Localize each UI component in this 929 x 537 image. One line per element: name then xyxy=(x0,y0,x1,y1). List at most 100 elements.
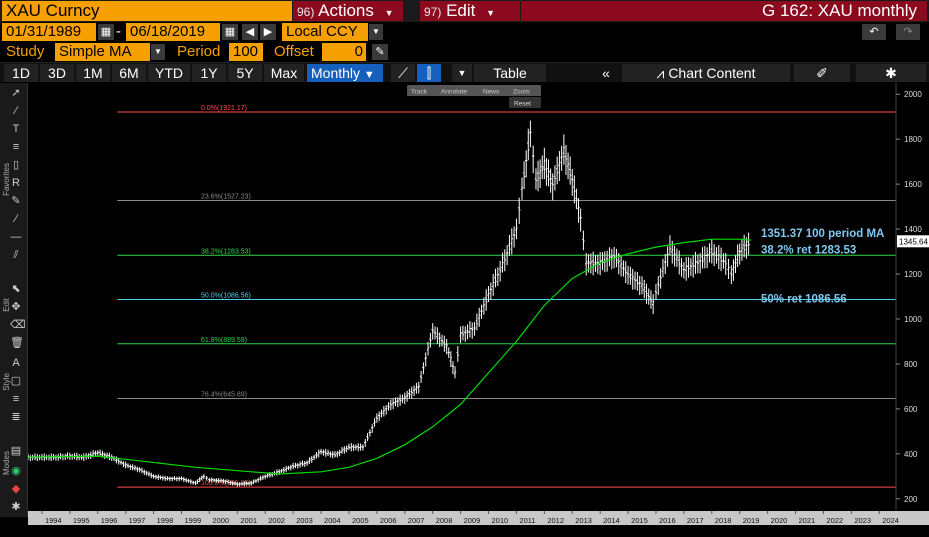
line-style-icon[interactable]: ≣ xyxy=(11,411,21,423)
start-date-field[interactable]: 01/31/1989 xyxy=(2,23,96,41)
edit-menu[interactable]: 97) Edit ▼ xyxy=(420,1,520,21)
end-date-field[interactable]: 06/18/2019 xyxy=(126,23,220,41)
undo-icon[interactable]: ↶ xyxy=(862,24,886,40)
calendar-icon[interactable]: ▦ xyxy=(222,24,238,40)
range-toolbar: 1D 3D 1M 6M YTD 1Y 5Y Max Monthly ▼ ⟋ ⫿ … xyxy=(0,62,929,82)
study-value: Simple MA xyxy=(59,43,132,60)
offset-value: 0 xyxy=(354,43,363,60)
chevron-down-icon: ▼ xyxy=(384,8,394,18)
fib-label: 61.8%(889.59) xyxy=(201,337,247,344)
brush-icon[interactable]: ✎ xyxy=(11,195,21,207)
x-tick-label: 2020 xyxy=(771,516,788,525)
move-icon[interactable]: ✥ xyxy=(11,301,21,313)
erase-icon[interactable]: ⌫ xyxy=(10,319,26,331)
y-tick-label: 400 xyxy=(904,450,918,459)
x-tick-label: 2010 xyxy=(492,516,509,525)
gear-icon[interactable]: ✱ xyxy=(11,501,21,513)
gear-icon[interactable]: ✱ xyxy=(856,64,926,82)
date-range-bar: 01/31/1989 ▦ - 06/18/2019 ▦ ◀ ▶ Local CC… xyxy=(0,22,929,42)
period-tool-icon[interactable]: ▯ xyxy=(12,159,20,171)
cursor-icon[interactable]: ➚ xyxy=(11,87,21,99)
font-icon[interactable]: A xyxy=(12,357,20,369)
range-max[interactable]: Max xyxy=(264,64,304,82)
chevron-down-icon[interactable]: ▼ xyxy=(452,64,472,82)
x-tick-label: 2017 xyxy=(687,516,704,525)
frequency-select[interactable]: Monthly ▼ xyxy=(307,64,383,82)
pencil-icon[interactable]: ✎ xyxy=(372,44,388,60)
mini-toolbar-item[interactable]: Track xyxy=(411,89,428,96)
study-select[interactable]: Simple MA xyxy=(55,43,150,61)
x-tick-label: 1994 xyxy=(45,516,62,525)
edit-hotkey: 97) xyxy=(424,5,442,19)
reset-button[interactable]: Reset xyxy=(514,101,531,108)
chart-icon: ⩘ xyxy=(656,65,669,81)
currency-select[interactable]: Local CCY xyxy=(282,23,368,41)
ruler-icon[interactable]: R xyxy=(12,177,20,189)
period-value: 100 xyxy=(233,43,259,60)
channel-icon[interactable]: ⫽ xyxy=(13,249,19,261)
mode-icon[interactable]: ▤ xyxy=(10,445,22,457)
period-label: Period xyxy=(177,43,221,60)
hline-icon[interactable]: ― xyxy=(10,231,22,243)
style-section-label: Style xyxy=(2,373,11,391)
line-weight-icon[interactable]: ≡ xyxy=(12,393,20,405)
last-price-label: 1345.64 xyxy=(899,237,928,246)
security-field[interactable]: XAU Curncy xyxy=(2,1,292,21)
table-button[interactable]: Table xyxy=(474,64,546,82)
actions-menu[interactable]: 96) Actions ▼ xyxy=(293,1,403,21)
mini-toolbar-item[interactable]: News xyxy=(483,89,500,96)
security-name: XAU Curncy xyxy=(6,1,100,20)
y-tick-label: 800 xyxy=(904,360,918,369)
study-label: Study xyxy=(6,43,45,60)
text-tool-icon[interactable]: T xyxy=(12,123,20,135)
fib-label: 50.0%(1086.56) xyxy=(201,293,251,300)
range-1y[interactable]: 1Y xyxy=(192,64,226,82)
price-chart[interactable]: 0.0%(1921.17) 23.6%(1527.23) 38.2%(1283.53… xyxy=(28,83,929,525)
favorites-section-label: Favorites xyxy=(2,163,11,196)
select-icon[interactable]: ⬉ xyxy=(11,283,21,295)
bar-chart-icon[interactable]: ⫿ xyxy=(417,64,441,82)
edit-section-label: Edit xyxy=(2,298,11,312)
range-6m[interactable]: 6M xyxy=(112,64,146,82)
redo-icon[interactable]: ↷ xyxy=(896,24,920,40)
x-tick-label: 2018 xyxy=(715,516,732,525)
chart-content-button[interactable]: ⩘ Chart Content xyxy=(622,64,790,82)
chevron-down-icon[interactable]: ▼ xyxy=(369,24,383,40)
annotate-icon[interactable]: ✐ xyxy=(794,64,850,82)
period-field[interactable]: 100 xyxy=(229,43,263,61)
fib-label: 76.4%(645.89) xyxy=(201,392,247,399)
reset-button-bg xyxy=(509,97,541,108)
x-tick-label: 1999 xyxy=(185,516,202,525)
chevron-down-icon[interactable]: ▼ xyxy=(151,44,165,60)
calendar-icon[interactable]: ▦ xyxy=(98,24,114,40)
mini-toolbar-item[interactable]: Annotate xyxy=(441,89,467,96)
y-tick-label: 1000 xyxy=(904,315,922,324)
y-tick-label: 2000 xyxy=(904,90,922,99)
range-ytd[interactable]: YTD xyxy=(148,64,190,82)
left-toolbar: ➚ ∕ T ≡ ▯ R ✎ ∕ ― ⫽ Favorites ⬉ ✥ ⌫ 🗑 Ed… xyxy=(0,83,28,517)
range-1d[interactable]: 1D xyxy=(4,64,38,82)
range-5y[interactable]: 5Y xyxy=(228,64,262,82)
line-chart-icon[interactable]: ⟋ xyxy=(391,64,415,82)
palette-icon[interactable]: ◆ xyxy=(11,483,21,495)
end-date-value: 06/18/2019 xyxy=(130,23,206,40)
green-mode-icon[interactable]: ◉ xyxy=(11,465,21,477)
x-tick-label: 2003 xyxy=(296,516,313,525)
collapse-icon[interactable]: « xyxy=(602,65,610,81)
x-tick-label: 2009 xyxy=(464,516,481,525)
arrow-left-icon[interactable]: ◀ xyxy=(242,24,258,40)
range-3d[interactable]: 3D xyxy=(40,64,74,82)
mini-toolbar-item[interactable]: Zoom xyxy=(513,89,530,96)
line-tool-icon[interactable]: ∕ xyxy=(15,105,17,117)
trash-icon[interactable]: 🗑 xyxy=(10,337,24,349)
box-style-icon[interactable]: ▢ xyxy=(10,375,22,387)
x-tick-label: 2023 xyxy=(854,516,871,525)
y-axis: 200 400 600 800 1000 1200 1400 1600 1800 2000 1345… xyxy=(895,83,929,510)
pen-icon[interactable]: ∕ xyxy=(15,213,17,225)
fib-tool-icon[interactable]: ≡ xyxy=(12,141,20,153)
arrow-right-icon[interactable]: ▶ xyxy=(260,24,276,40)
x-tick-label: 2012 xyxy=(547,516,564,525)
study-bar: Study Simple MA ▼ Period 100 Offset 0 ✎ xyxy=(0,42,929,62)
range-1m[interactable]: 1M xyxy=(76,64,110,82)
offset-field[interactable]: 0 xyxy=(322,43,366,61)
